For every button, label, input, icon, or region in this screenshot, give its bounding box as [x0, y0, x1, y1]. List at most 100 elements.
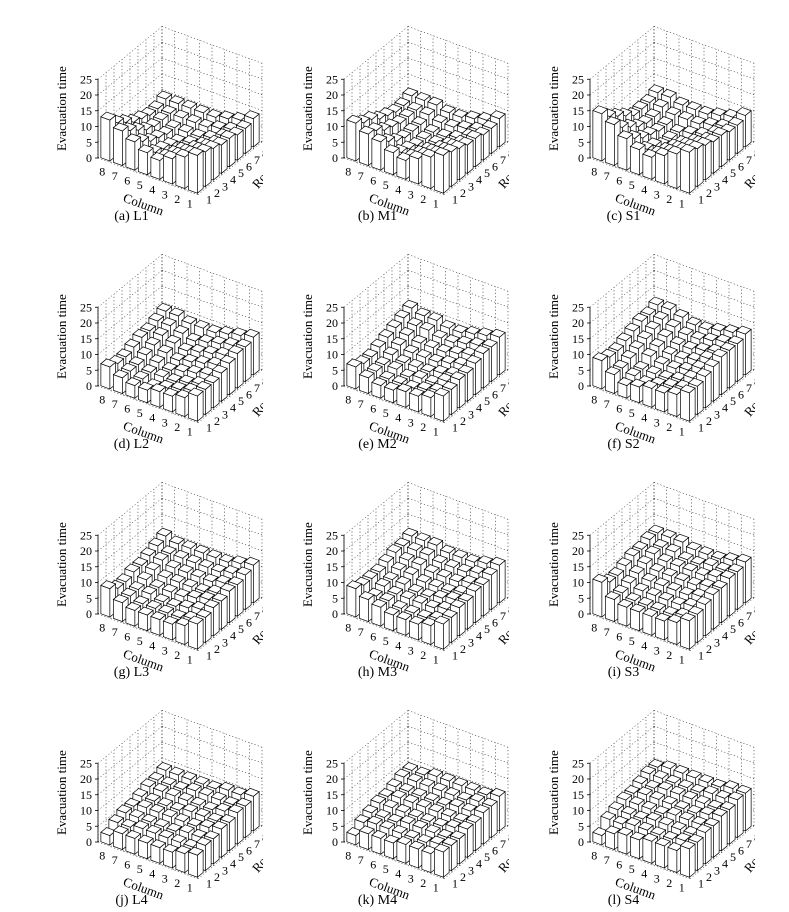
z-tick-label: 15: [80, 332, 92, 346]
bar-face: [170, 609, 187, 619]
z-tick-label: 0: [332, 607, 338, 621]
column-tick-label: 8: [345, 848, 351, 862]
bar-face: [719, 801, 736, 810]
column-tick-label: 8: [591, 392, 597, 406]
bar-face: [414, 532, 431, 542]
bar-face: [371, 598, 388, 608]
bar-face: [144, 336, 161, 346]
bar: [187, 146, 204, 194]
bar-face: [391, 824, 408, 834]
bar-face: [186, 817, 203, 827]
bar-face: [655, 389, 665, 413]
column-tick-label: 1: [187, 425, 193, 439]
bar-face: [713, 361, 720, 403]
bar-face: [173, 324, 190, 334]
bar-face: [408, 387, 425, 397]
z-axis-label: Evacuation time: [546, 294, 561, 379]
z-tick-label: 10: [572, 576, 584, 590]
bar-face: [604, 116, 621, 126]
bar-face: [407, 583, 424, 593]
bar: [629, 378, 646, 404]
z-tick-label: 10: [80, 120, 92, 134]
row-tick-label: 8: [508, 374, 509, 388]
row-tick-label: 7: [746, 381, 752, 395]
bar-face: [592, 578, 603, 618]
bar-face: [366, 815, 383, 825]
bar-face: [394, 768, 411, 778]
z-tick-label: 0: [332, 835, 338, 849]
z-tick-label: 20: [326, 316, 338, 330]
column-tick-label: 4: [395, 639, 401, 653]
bar-face: [657, 328, 674, 338]
bar-face: [687, 605, 704, 615]
bar-face: [617, 134, 628, 171]
bar-face: [218, 325, 235, 335]
row-tick-label: 4: [230, 401, 236, 415]
bar-face: [387, 813, 404, 823]
z-tick-label: 25: [572, 528, 584, 542]
bar-face: [604, 366, 621, 376]
bar-face: [665, 318, 682, 328]
bars: [346, 299, 506, 422]
bar-face: [633, 582, 650, 592]
z-axis-label: Evacuation time: [300, 294, 315, 379]
bar-face: [402, 299, 419, 309]
bar-face: [737, 794, 744, 839]
bar-face: [667, 390, 678, 418]
bar-face: [673, 96, 690, 106]
bar-face: [157, 569, 174, 579]
bar-face: [132, 788, 149, 797]
z-tick-label: 5: [332, 591, 338, 605]
column-tick-label: 4: [149, 411, 155, 425]
column-tick-label: 4: [641, 639, 647, 653]
bar-face: [237, 348, 244, 389]
bar-face: [169, 352, 186, 362]
column-tick-label: 5: [383, 862, 389, 876]
z-tick-label: 5: [578, 363, 584, 377]
row-tick-label: 6: [738, 388, 744, 402]
bar-face: [625, 592, 642, 602]
bar-face: [358, 125, 375, 135]
z-axis-label: Evacuation time: [300, 522, 315, 607]
bar: [679, 384, 696, 422]
bar-face: [475, 585, 482, 624]
bar-face: [173, 109, 190, 119]
bar-face: [168, 307, 185, 317]
bar-face: [682, 562, 699, 572]
bar-face: [125, 133, 142, 143]
bar-face: [423, 339, 440, 349]
bar-face: [124, 797, 141, 807]
bar-face: [411, 334, 428, 344]
panel-caption: (a) L1: [114, 209, 149, 224]
z-axis-label: Evacuation time: [546, 66, 561, 151]
bar-face: [698, 321, 715, 331]
bar-face: [235, 566, 252, 576]
bar-face: [406, 101, 423, 111]
bar-face: [685, 769, 702, 779]
row-tick-label: 8: [262, 146, 263, 160]
row-tick-label: 7: [500, 153, 506, 167]
row-tick-label: 8: [262, 374, 263, 388]
bar-face: [378, 788, 395, 797]
bar-face: [219, 582, 236, 592]
row-tick-label: 5: [238, 622, 244, 636]
bar-face: [231, 327, 248, 337]
bar-face: [395, 354, 412, 364]
row-tick-label: 1: [206, 421, 212, 435]
bar-face: [140, 322, 157, 332]
bar-face: [711, 348, 728, 358]
bar-face: [620, 349, 637, 359]
chart-panel: 0 5 10 15 20 25 Evacuation time 8 7 6 5 4 3 2 1 Column 1…: [492, 0, 755, 228]
bar-face: [358, 591, 375, 600]
bar-face: [152, 111, 169, 121]
bar-face: [398, 108, 415, 118]
bar-face: [235, 797, 252, 807]
bar-face: [465, 130, 482, 139]
bar-face: [113, 127, 123, 167]
bar-face: [649, 563, 666, 572]
bar: [654, 384, 671, 413]
bar-face: [215, 802, 232, 812]
bar-face: [632, 540, 649, 550]
bar-face: [166, 373, 183, 383]
bar: [187, 615, 204, 650]
